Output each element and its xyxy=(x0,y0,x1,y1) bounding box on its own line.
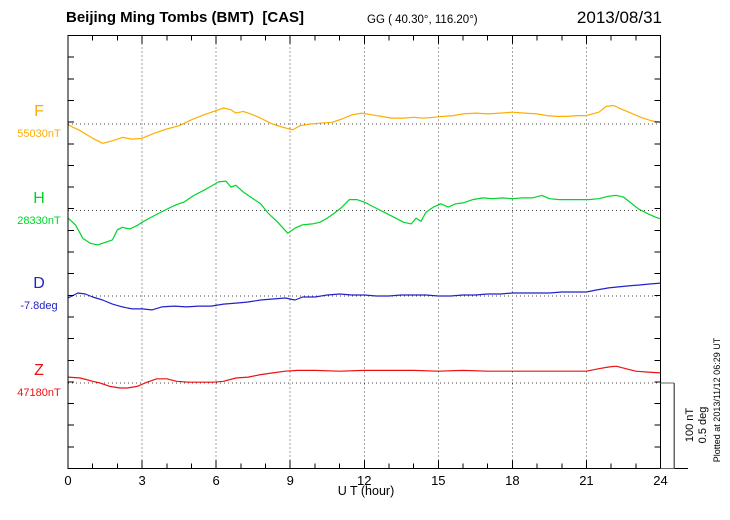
x-tick-label-24: 24 xyxy=(653,473,668,488)
channel-label-Z: Z xyxy=(34,362,44,379)
series-F-line xyxy=(67,104,662,144)
x-tick-label-0: 0 xyxy=(64,473,72,488)
channel-value-D: -7.8deg xyxy=(20,300,58,312)
x-tick-label-9: 9 xyxy=(286,473,294,488)
date-label: 2013/08/31 xyxy=(576,8,662,27)
scale-bar-deg-label: 0.5 deg xyxy=(697,406,709,444)
channel-label-H: H xyxy=(33,189,45,207)
scale-bar-labels: 100 nT 0.5 deg xyxy=(684,385,710,465)
channel-value-H: 28330nT xyxy=(17,214,61,227)
x-tick-label-3: 3 xyxy=(138,473,146,488)
geographic-coords: GG ( 40.30°, 116.20°) xyxy=(367,14,478,26)
x-tick-label-6: 6 xyxy=(212,473,220,488)
series-H-line xyxy=(67,180,662,246)
channel-label-F: F xyxy=(34,103,44,120)
x-axis-label: U T (hour) xyxy=(337,484,395,498)
plotted-at-label: Plotted at 2013/11/12 06:29 UT xyxy=(712,337,722,463)
series-Z-line xyxy=(67,365,662,389)
channel-value-Z: 47180nT xyxy=(17,387,61,399)
x-tick-label-18: 18 xyxy=(505,473,520,488)
series-D-line xyxy=(67,282,662,311)
scale-bar-nt-label: 100 nT xyxy=(684,407,696,443)
x-tick-label-12: 12 xyxy=(357,473,372,488)
channel-value-F: 55030nT xyxy=(17,128,61,140)
station-title: Beijing Ming Tombs (BMT) [CAS] xyxy=(66,9,305,26)
x-tick-label-21: 21 xyxy=(579,473,594,488)
channel-label-D: D xyxy=(33,275,45,292)
x-tick-label-15: 15 xyxy=(431,473,446,488)
